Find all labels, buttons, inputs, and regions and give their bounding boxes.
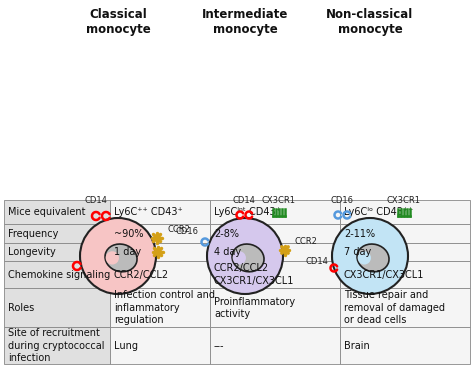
FancyBboxPatch shape bbox=[210, 243, 340, 261]
Circle shape bbox=[80, 218, 156, 294]
Text: CX3CR1/CX3CL1: CX3CR1/CX3CL1 bbox=[344, 270, 424, 280]
FancyBboxPatch shape bbox=[110, 243, 210, 261]
FancyBboxPatch shape bbox=[340, 243, 470, 261]
Ellipse shape bbox=[106, 251, 119, 265]
Text: Ly6Cˡᵒ CD43⁺⁺: Ly6Cˡᵒ CD43⁺⁺ bbox=[344, 207, 413, 217]
FancyBboxPatch shape bbox=[4, 243, 110, 261]
Text: 7 day: 7 day bbox=[344, 247, 371, 257]
Text: CX3CR1: CX3CR1 bbox=[387, 196, 421, 205]
Text: 4 day: 4 day bbox=[214, 247, 241, 257]
Text: CD14: CD14 bbox=[233, 196, 255, 205]
FancyBboxPatch shape bbox=[110, 327, 210, 364]
FancyBboxPatch shape bbox=[110, 200, 210, 224]
FancyBboxPatch shape bbox=[110, 288, 210, 327]
Text: Chemokine signaling: Chemokine signaling bbox=[8, 270, 110, 280]
Text: CD14: CD14 bbox=[305, 258, 328, 266]
Circle shape bbox=[207, 218, 283, 294]
Text: CCR2/CCL2
CX3CR1/CX3CL1: CCR2/CCL2 CX3CR1/CX3CL1 bbox=[214, 263, 294, 286]
FancyBboxPatch shape bbox=[340, 288, 470, 327]
FancyBboxPatch shape bbox=[340, 224, 470, 243]
FancyBboxPatch shape bbox=[110, 261, 210, 288]
FancyBboxPatch shape bbox=[4, 327, 110, 364]
Text: Site of recruitment
during cryptococcal
infection: Site of recruitment during cryptococcal … bbox=[8, 328, 104, 363]
Ellipse shape bbox=[357, 244, 389, 272]
FancyBboxPatch shape bbox=[340, 200, 470, 224]
Text: Roles: Roles bbox=[8, 303, 34, 313]
Text: Tissue repair and
removal of damaged
or dead cells: Tissue repair and removal of damaged or … bbox=[344, 290, 445, 325]
Text: CD16: CD16 bbox=[330, 196, 354, 205]
Text: CCR2: CCR2 bbox=[168, 226, 191, 234]
FancyBboxPatch shape bbox=[4, 261, 110, 288]
Text: CX3CR1: CX3CR1 bbox=[262, 196, 296, 205]
Text: Ly6Cᴵⁿᵗ CD43⁺: Ly6Cᴵⁿᵗ CD43⁺ bbox=[214, 207, 281, 217]
FancyBboxPatch shape bbox=[340, 261, 470, 288]
FancyBboxPatch shape bbox=[4, 288, 110, 327]
Text: Proinflammatory
activity: Proinflammatory activity bbox=[214, 297, 295, 319]
Text: CCR2: CCR2 bbox=[295, 237, 318, 245]
Text: Classical
monocyte: Classical monocyte bbox=[86, 8, 150, 36]
Text: 2-11%: 2-11% bbox=[344, 229, 375, 239]
Text: Ly6C⁺⁺ CD43⁺: Ly6C⁺⁺ CD43⁺ bbox=[114, 207, 183, 217]
Text: Mice equivalent: Mice equivalent bbox=[8, 207, 85, 217]
Text: 1 day: 1 day bbox=[114, 247, 141, 257]
Text: CD16: CD16 bbox=[176, 227, 199, 237]
Circle shape bbox=[332, 218, 408, 294]
FancyBboxPatch shape bbox=[210, 224, 340, 243]
Text: Longevity: Longevity bbox=[8, 247, 56, 257]
Text: Infection control and
inflammatory
regulation: Infection control and inflammatory regul… bbox=[114, 290, 215, 325]
FancyBboxPatch shape bbox=[110, 224, 210, 243]
Text: Frequency: Frequency bbox=[8, 229, 58, 239]
FancyBboxPatch shape bbox=[4, 200, 110, 224]
FancyBboxPatch shape bbox=[210, 261, 340, 288]
Ellipse shape bbox=[233, 251, 246, 265]
Ellipse shape bbox=[105, 244, 137, 272]
Text: Non-classical
monocyte: Non-classical monocyte bbox=[327, 8, 414, 36]
FancyBboxPatch shape bbox=[210, 327, 340, 364]
Text: CCR2/CCL2: CCR2/CCL2 bbox=[114, 270, 169, 280]
FancyBboxPatch shape bbox=[210, 200, 340, 224]
FancyBboxPatch shape bbox=[340, 327, 470, 364]
FancyBboxPatch shape bbox=[4, 224, 110, 243]
Text: Intermediate
monocyte: Intermediate monocyte bbox=[202, 8, 288, 36]
Ellipse shape bbox=[232, 244, 264, 272]
FancyBboxPatch shape bbox=[210, 288, 340, 327]
Text: Brain: Brain bbox=[344, 341, 370, 351]
Text: ~90%: ~90% bbox=[114, 229, 144, 239]
Text: Lung: Lung bbox=[114, 341, 138, 351]
Text: ---: --- bbox=[214, 341, 225, 351]
Ellipse shape bbox=[358, 251, 371, 265]
Text: 2-8%: 2-8% bbox=[214, 229, 239, 239]
Text: CD14: CD14 bbox=[84, 196, 108, 205]
